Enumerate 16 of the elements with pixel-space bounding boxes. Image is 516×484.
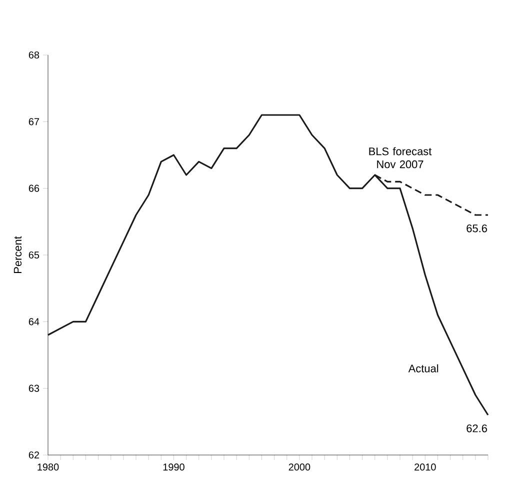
y-tick-label: 67 bbox=[28, 118, 40, 126]
x-tick-label: 2000 bbox=[288, 464, 310, 471]
x-tick-label: 2010 bbox=[414, 464, 436, 471]
y-axis-title: Percent bbox=[14, 236, 22, 273]
annotation: 65.6 bbox=[466, 224, 487, 232]
annotation: 62.6 bbox=[466, 424, 487, 432]
y-tick-label: 65 bbox=[28, 251, 40, 259]
y-tick-label: 68 bbox=[28, 51, 40, 59]
y-tick-label: 63 bbox=[28, 384, 40, 392]
y-tick-label: 62 bbox=[28, 451, 40, 459]
series-label: Actual bbox=[408, 364, 438, 372]
series-label: BLS forecast Nov 2007 bbox=[369, 147, 432, 168]
x-tick-label: 1990 bbox=[163, 464, 184, 471]
y-tick-label: 66 bbox=[28, 184, 40, 192]
y-tick-label: 64 bbox=[28, 318, 40, 326]
x-tick-label: 1980 bbox=[38, 464, 59, 471]
